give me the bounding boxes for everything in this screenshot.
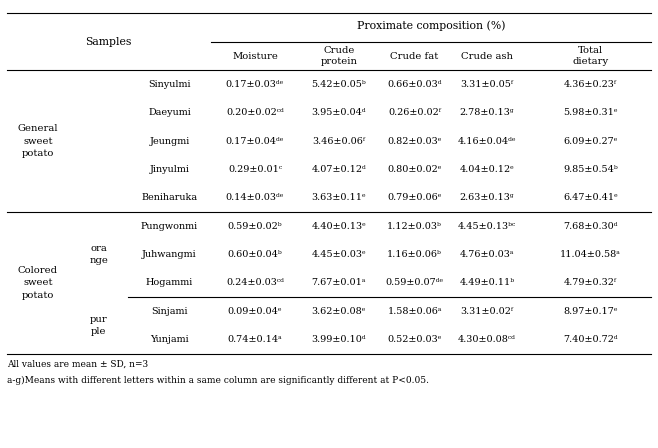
Text: 0.26±0.02ᶠ: 0.26±0.02ᶠ [388, 108, 441, 117]
Text: 6.47±0.41ᵉ: 6.47±0.41ᵉ [563, 194, 618, 202]
Text: 0.59±0.02ᵇ: 0.59±0.02ᵇ [228, 222, 282, 231]
Text: Juhwangmi: Juhwangmi [142, 250, 197, 259]
Text: 0.80±0.02ᵉ: 0.80±0.02ᵉ [388, 165, 442, 174]
Text: Jinyulmi: Jinyulmi [149, 165, 190, 174]
Text: 4.45±0.03ᵉ: 4.45±0.03ᵉ [311, 250, 367, 259]
Text: 4.49±0.11ᵇ: 4.49±0.11ᵇ [459, 279, 515, 288]
Text: 3.63±0.11ᵉ: 3.63±0.11ᵉ [311, 194, 367, 202]
Text: Jeungmi: Jeungmi [149, 137, 190, 146]
Text: 0.82±0.03ᵉ: 0.82±0.03ᵉ [388, 137, 442, 146]
Text: Daeyumi: Daeyumi [148, 108, 191, 117]
Text: 9.85±0.54ᵇ: 9.85±0.54ᵇ [563, 165, 618, 174]
Text: 0.60±0.04ᵇ: 0.60±0.04ᵇ [228, 250, 282, 259]
Text: 0.24±0.03ᶜᵈ: 0.24±0.03ᶜᵈ [226, 279, 284, 288]
Text: 0.59±0.07ᵈᵉ: 0.59±0.07ᵈᵉ [386, 279, 443, 288]
Text: 0.79±0.06ᵉ: 0.79±0.06ᵉ [388, 194, 442, 202]
Text: 4.36±0.23ᶠ: 4.36±0.23ᶠ [564, 80, 617, 89]
Text: 4.79±0.32ᶠ: 4.79±0.32ᶠ [564, 279, 617, 288]
Text: Sinyulmi: Sinyulmi [148, 80, 191, 89]
Text: 0.17±0.04ᵈᵉ: 0.17±0.04ᵈᵉ [226, 137, 284, 146]
Text: a-g)Means with different letters within a same column are significantly differen: a-g)Means with different letters within … [7, 376, 428, 385]
Text: ora
nge: ora nge [89, 244, 108, 265]
Text: 0.14±0.03ᵈᵉ: 0.14±0.03ᵈᵉ [226, 194, 284, 202]
Text: Colored
sweet
potato: Colored sweet potato [18, 266, 58, 300]
Text: 3.99±0.10ᵈ: 3.99±0.10ᵈ [311, 335, 367, 344]
Text: 0.17±0.03ᵈᵉ: 0.17±0.03ᵈᵉ [226, 80, 284, 89]
Text: 4.40±0.13ᵉ: 4.40±0.13ᵉ [311, 222, 367, 231]
Text: General
sweet
potato: General sweet potato [18, 124, 58, 158]
Text: Beniharuka: Beniharuka [141, 194, 197, 202]
Text: 4.45±0.13ᵇᶜ: 4.45±0.13ᵇᶜ [458, 222, 516, 231]
Text: Sinjami: Sinjami [151, 307, 188, 316]
Text: 11.04±0.58ᵃ: 11.04±0.58ᵃ [560, 250, 621, 259]
Text: Proximate composition (%): Proximate composition (%) [357, 20, 505, 30]
Text: 0.09±0.04ᵉ: 0.09±0.04ᵉ [228, 307, 282, 316]
Text: 0.29±0.01ᶜ: 0.29±0.01ᶜ [228, 165, 282, 174]
Text: 0.52±0.03ᵉ: 0.52±0.03ᵉ [388, 335, 442, 344]
Text: Moisture: Moisture [232, 52, 278, 60]
Text: 2.78±0.13ᵍ: 2.78±0.13ᵍ [459, 108, 515, 117]
Text: 3.31±0.02ᶠ: 3.31±0.02ᶠ [461, 307, 513, 316]
Text: 4.16±0.04ᵈᵉ: 4.16±0.04ᵈᵉ [457, 137, 517, 146]
Text: Samples: Samples [86, 37, 132, 47]
Text: 1.16±0.06ᵇ: 1.16±0.06ᵇ [387, 250, 442, 259]
Text: 0.66±0.03ᵈ: 0.66±0.03ᵈ [388, 80, 442, 89]
Text: 8.97±0.17ᵉ: 8.97±0.17ᵉ [563, 307, 618, 316]
Text: Yunjami: Yunjami [150, 335, 189, 344]
Text: 3.31±0.05ᶠ: 3.31±0.05ᶠ [461, 80, 513, 89]
Text: Total
dietary: Total dietary [572, 46, 609, 66]
Text: Crude
protein: Crude protein [320, 46, 357, 66]
Text: 5.42±0.05ᵇ: 5.42±0.05ᵇ [311, 80, 367, 89]
Text: 0.74±0.14ᵃ: 0.74±0.14ᵃ [228, 335, 282, 344]
Text: 4.76±0.03ᵃ: 4.76±0.03ᵃ [460, 250, 514, 259]
Text: 7.68±0.30ᵈ: 7.68±0.30ᵈ [563, 222, 618, 231]
Text: 3.62±0.08ᵉ: 3.62±0.08ᵉ [312, 307, 366, 316]
Text: 7.67±0.01ᵃ: 7.67±0.01ᵃ [312, 279, 366, 288]
Text: 4.04±0.12ᵉ: 4.04±0.12ᵉ [459, 165, 515, 174]
Text: Hogammi: Hogammi [146, 279, 193, 288]
Text: 1.12±0.03ᵇ: 1.12±0.03ᵇ [387, 222, 442, 231]
Text: 3.46±0.06ᶠ: 3.46±0.06ᶠ [313, 137, 365, 146]
Text: pur
ple: pur ple [90, 315, 107, 336]
Text: 7.40±0.72ᵈ: 7.40±0.72ᵈ [563, 335, 618, 344]
Text: 6.09±0.27ᵉ: 6.09±0.27ᵉ [563, 137, 618, 146]
Text: 2.63±0.13ᵍ: 2.63±0.13ᵍ [459, 194, 515, 202]
Text: 5.98±0.31ᵉ: 5.98±0.31ᵉ [563, 108, 618, 117]
Text: 3.95±0.04ᵈ: 3.95±0.04ᵈ [311, 108, 367, 117]
Text: Crude ash: Crude ash [461, 52, 513, 60]
Text: 1.58±0.06ᵃ: 1.58±0.06ᵃ [388, 307, 442, 316]
Text: Pungwonmi: Pungwonmi [141, 222, 198, 231]
Text: 0.20±0.02ᶜᵈ: 0.20±0.02ᶜᵈ [226, 108, 284, 117]
Text: Crude fat: Crude fat [390, 52, 439, 60]
Text: 4.07±0.12ᵈ: 4.07±0.12ᵈ [311, 165, 367, 174]
Text: All values are mean ± SD, n=3: All values are mean ± SD, n=3 [7, 359, 147, 368]
Text: 4.30±0.08ᶜᵈ: 4.30±0.08ᶜᵈ [458, 335, 516, 344]
